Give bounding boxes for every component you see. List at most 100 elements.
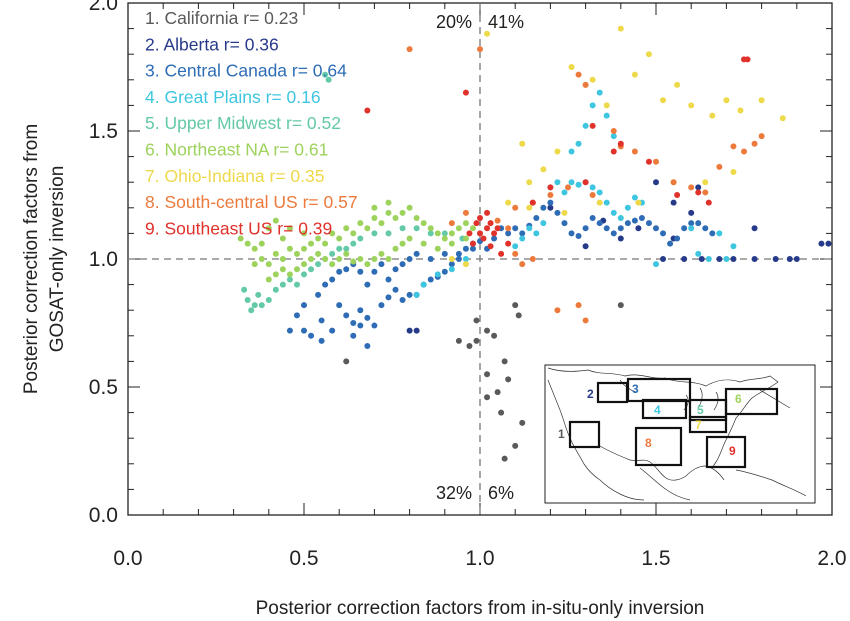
- data-point-series-6: [385, 209, 392, 216]
- data-point-series-9: [705, 199, 712, 206]
- data-point-series-6: [364, 225, 371, 232]
- data-point-series-3: [660, 230, 667, 237]
- data-point-series-6: [371, 256, 378, 262]
- data-point-series-6: [406, 235, 413, 242]
- data-point-series-6: [293, 250, 300, 257]
- data-point-series-6: [272, 250, 279, 257]
- data-point-series-7: [462, 261, 469, 268]
- data-point-series-6: [279, 235, 286, 242]
- data-point-series-3: [343, 312, 350, 319]
- data-point-series-4: [589, 102, 596, 109]
- data-point-series-8: [741, 148, 747, 155]
- data-point-series-2: [786, 256, 793, 262]
- data-point-series-3: [385, 294, 392, 301]
- data-point-series-4: [723, 256, 730, 262]
- data-point-series-2: [751, 225, 758, 232]
- data-point-series-3: [413, 250, 420, 257]
- data-point-series-6: [265, 261, 272, 268]
- data-point-series-7: [554, 148, 561, 155]
- data-point-series-7: [603, 102, 610, 109]
- data-point-series-4: [575, 140, 582, 147]
- region-box-8: [634, 426, 683, 467]
- data-point-series-1: [473, 337, 480, 344]
- data-point-series-5: [272, 286, 279, 293]
- data-point-series-5: [251, 302, 258, 309]
- data-point-series-6: [265, 225, 272, 232]
- data-point-series-6: [420, 220, 427, 227]
- data-point-series-4: [610, 133, 617, 140]
- data-point-series-1: [455, 337, 462, 344]
- data-point-series-4: [575, 181, 582, 188]
- data-point-series-1: [494, 389, 501, 396]
- data-point-series-6: [272, 217, 279, 224]
- data-point-series-8: [582, 317, 589, 324]
- data-point-series-6: [315, 250, 322, 257]
- data-point-series-4: [533, 230, 540, 237]
- data-point-series-9: [364, 107, 371, 114]
- region-label-7: 7: [695, 418, 702, 432]
- data-point-series-2: [716, 256, 723, 262]
- data-point-series-3: [653, 225, 659, 232]
- data-point-series-3: [318, 337, 325, 344]
- data-point-series-4: [603, 112, 610, 119]
- data-point-series-5: [258, 302, 265, 309]
- data-point-series-4: [688, 225, 695, 232]
- data-point-series-3: [441, 268, 448, 275]
- data-point-series-6: [301, 245, 307, 252]
- data-point-series-3: [695, 220, 702, 227]
- x-tick-label: 1.5: [641, 547, 670, 570]
- legend-entry-7: 7. Ohio-Indiana r= 0.35: [145, 166, 325, 186]
- data-point-series-6: [329, 230, 336, 237]
- data-point-series-9: [466, 230, 473, 237]
- data-point-series-9: [469, 240, 476, 247]
- data-point-series-4: [631, 194, 638, 201]
- data-point-series-8: [512, 204, 519, 211]
- data-point-series-9: [529, 199, 536, 206]
- data-point-series-4: [554, 179, 561, 186]
- x-tick-label: 0.5: [289, 547, 318, 570]
- data-point-series-8: [575, 302, 582, 309]
- data-point-series-6: [265, 276, 272, 283]
- data-point-series-3: [364, 343, 371, 350]
- data-point-series-7: [526, 179, 533, 186]
- data-point-series-6: [364, 261, 371, 268]
- data-point-series-8: [751, 140, 758, 147]
- data-point-series-9: [491, 230, 498, 237]
- data-point-series-4: [617, 215, 624, 222]
- data-point-series-2: [818, 240, 825, 247]
- data-point-series-3: [378, 302, 385, 309]
- region-label-5: 5: [697, 403, 704, 417]
- data-point-series-7: [526, 204, 533, 211]
- data-point-series-1: [466, 343, 473, 350]
- data-point-series-5: [343, 245, 350, 252]
- data-point-series-9: [498, 250, 505, 257]
- region-box-4: [641, 398, 688, 420]
- data-point-series-3: [364, 314, 371, 321]
- data-point-series-6: [462, 220, 469, 227]
- data-point-series-3: [427, 256, 434, 262]
- data-point-series-7: [617, 25, 624, 32]
- quadrant-label-top-left: 20%: [436, 12, 472, 32]
- data-point-series-7: [723, 97, 730, 104]
- data-point-series-6: [322, 240, 329, 247]
- legend: 1. California r= 0.23 2. Alberta r= 0.36 3…: [145, 8, 358, 238]
- data-point-series-4: [568, 148, 575, 155]
- data-point-series-3: [469, 245, 476, 252]
- data-point-series-3: [301, 327, 307, 334]
- data-point-series-8: [462, 209, 469, 216]
- data-point-series-3: [357, 322, 364, 329]
- data-point-series-5: [350, 240, 357, 247]
- data-point-series-6: [455, 225, 462, 232]
- data-point-series-3: [455, 250, 462, 257]
- data-point-series-1: [473, 317, 480, 324]
- data-point-series-5: [255, 291, 262, 298]
- legend-entry-2: 2. Alberta r= 0.36: [145, 34, 279, 54]
- data-point-series-7: [635, 199, 642, 206]
- data-point-series-3: [399, 261, 406, 268]
- data-point-series-3: [674, 235, 681, 242]
- data-point-series-5: [308, 266, 315, 273]
- data-point-series-8: [653, 158, 659, 165]
- data-point-series-3: [568, 230, 575, 237]
- data-point-series-9: [547, 184, 554, 191]
- data-point-series-5: [301, 271, 307, 278]
